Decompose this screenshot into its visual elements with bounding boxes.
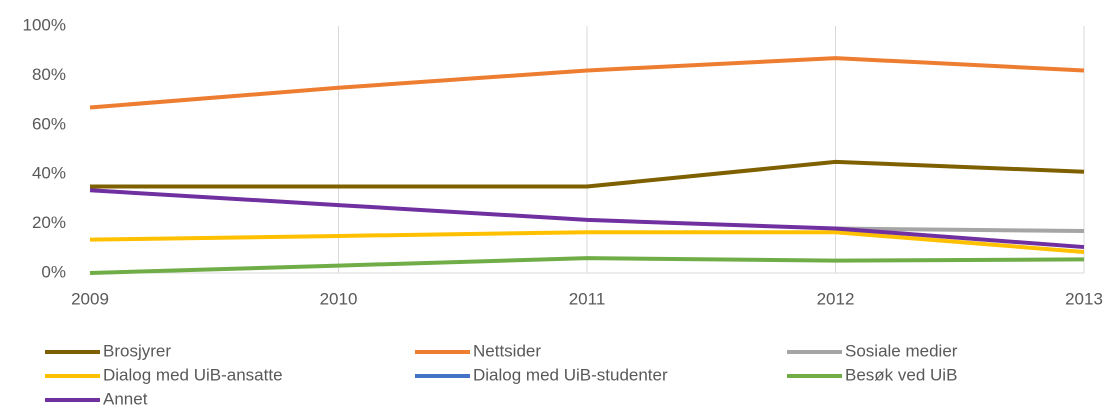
series-line <box>89 188 1085 250</box>
series-line <box>89 56 1085 110</box>
y-tick-label: 40% <box>32 164 66 183</box>
x-tick-label: 2012 <box>817 289 855 308</box>
legend-label: Brosjyrer <box>103 341 171 360</box>
x-tick-label: 2009 <box>71 289 109 308</box>
legend-label: Annet <box>103 389 148 408</box>
legend-label: Besøk ved UiB <box>845 365 957 384</box>
y-tick-label: 80% <box>32 65 66 84</box>
y-tick-label: 20% <box>32 213 66 232</box>
x-tick-label: 2013 <box>1065 289 1103 308</box>
legend-label: Sosiale medier <box>845 341 958 360</box>
y-tick-label: 100% <box>23 15 66 34</box>
legend-label: Dialog med UiB-studenter <box>473 365 668 384</box>
series-line <box>90 159 1085 189</box>
series-line <box>89 230 1085 254</box>
legend-label: Dialog med UiB-ansatte <box>103 365 283 384</box>
x-tick-label: 2011 <box>569 289 606 308</box>
x-tick-label: 2010 <box>320 289 358 308</box>
series-line <box>89 256 1085 275</box>
y-tick-label: 60% <box>32 114 66 133</box>
series-line <box>835 226 1085 234</box>
legend-label: Nettsider <box>473 341 541 360</box>
y-tick-label: 0% <box>41 262 66 281</box>
